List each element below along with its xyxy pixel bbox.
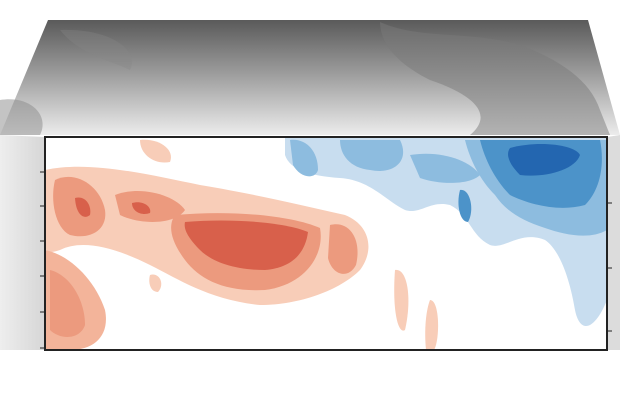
landmass: [0, 99, 43, 135]
warm-anomaly: [140, 139, 171, 163]
warm-anomaly: [425, 300, 439, 350]
cool-anomaly: [340, 140, 404, 171]
cool-anomaly: [410, 153, 480, 183]
cool-anomaly: [290, 139, 318, 177]
depth-ticks: [40, 171, 612, 349]
landmass: [60, 29, 132, 70]
warm-anomaly: [394, 269, 409, 331]
warm-anomaly: [115, 190, 185, 222]
panel-frame: [44, 136, 608, 351]
temperature-anomaly: [45, 137, 607, 350]
warm-anomaly: [132, 202, 151, 214]
warm-anomaly: [149, 274, 162, 292]
side-panel: [0, 135, 45, 350]
landmass: [380, 22, 610, 135]
warm-anomaly: [50, 270, 85, 337]
warm-anomaly: [75, 197, 91, 217]
warm-anomaly: [184, 220, 308, 270]
cool-anomaly: [508, 144, 580, 176]
warm-anomaly: [328, 224, 358, 274]
cool-anomaly: [458, 189, 472, 222]
side-panel: [607, 135, 620, 350]
